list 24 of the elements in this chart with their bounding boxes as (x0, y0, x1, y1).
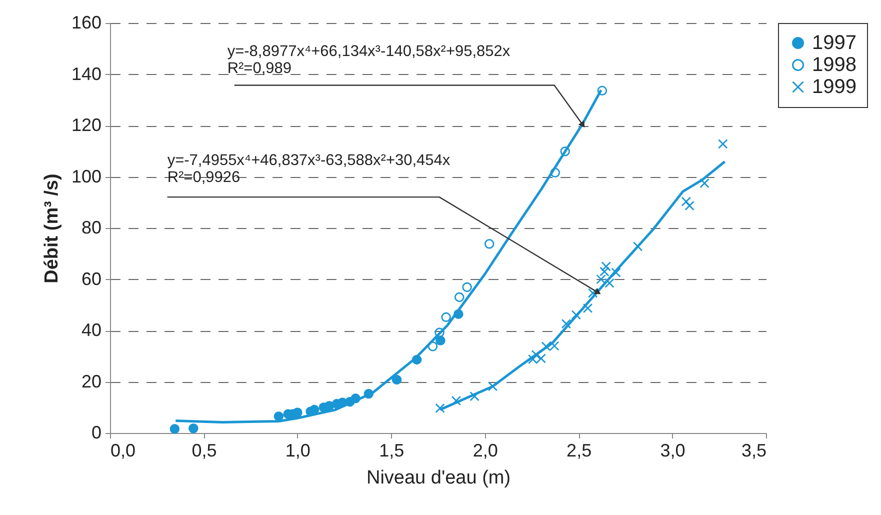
y-tick-label: 60 (81, 268, 102, 289)
y-tick-label: 100 (71, 166, 102, 186)
annotation: y=-8,8977x⁴+66,134x³-140,58x²+95,852x R²=0,989 (227, 43, 510, 78)
legend-label: 1998 (812, 54, 856, 76)
x-tick-label: 3,5 (741, 440, 766, 460)
y-tick-label: 120 (71, 115, 102, 135)
x-tick-label: 2,0 (472, 440, 498, 460)
x-tick-label: 2,5 (566, 440, 592, 460)
y-tick-label: 140 (71, 64, 102, 84)
x-tick-label: 1,5 (379, 440, 404, 460)
y-tick-label: 0 (91, 422, 102, 442)
y-tick-label: 80 (81, 218, 102, 238)
x-tick-label: 0,0 (110, 440, 136, 460)
legend-label: 1999 (812, 76, 856, 98)
annotation: y=-7,4955x⁴+46,837x³-63,588x²+30,454x R²=0,9926 (167, 152, 450, 186)
legend-label: 1997 (812, 32, 856, 54)
y-tick-label: 160 (71, 12, 102, 32)
y-tick-label: 20 (81, 371, 102, 392)
y-tick-label: 40 (81, 320, 102, 340)
x-tick-label: 3,0 (660, 440, 686, 460)
x-axis-title: Niveau d'eau (m) (366, 468, 511, 488)
x-tick-label: 1,0 (285, 440, 310, 460)
x-tick-label: 0,5 (192, 440, 217, 460)
y-axis-title: Débit (m³ /s) (41, 174, 62, 284)
